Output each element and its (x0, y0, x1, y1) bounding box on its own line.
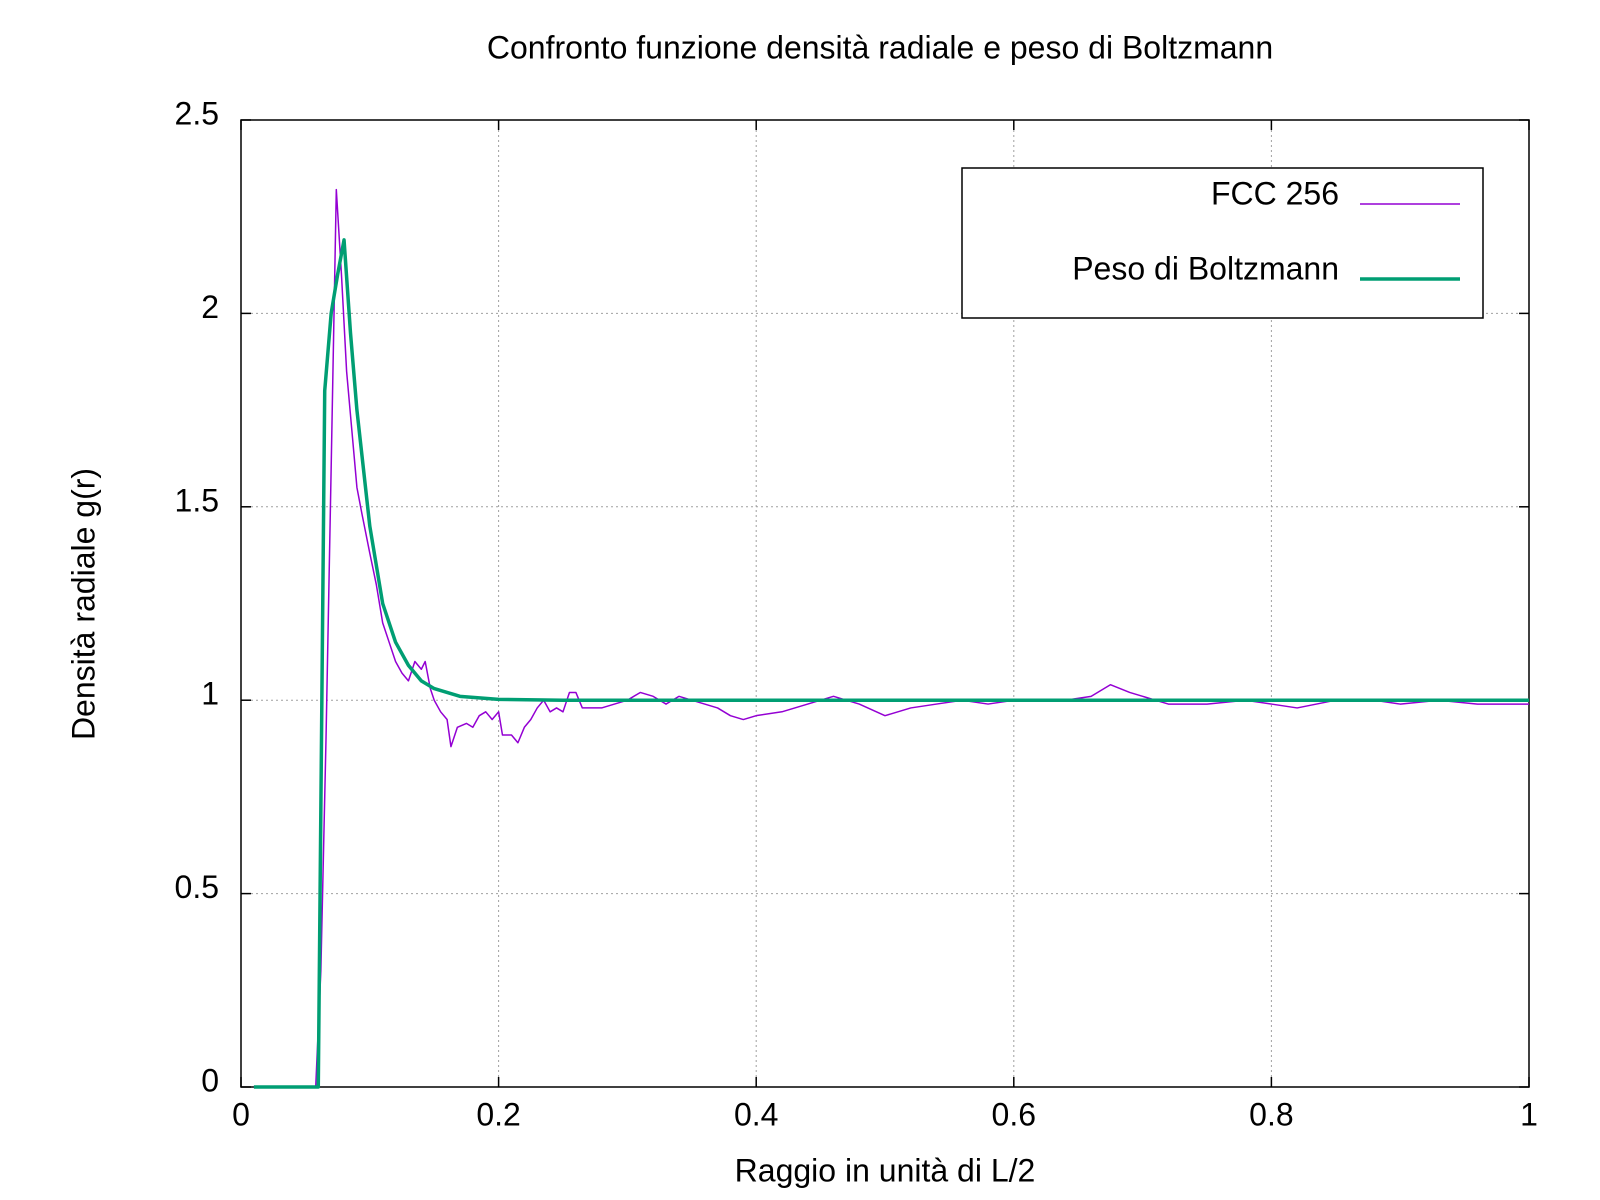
x-tick-label: 0.4 (734, 1096, 778, 1132)
y-tick-label: 0 (201, 1062, 219, 1098)
legend-label: Peso di Boltzmann (1072, 250, 1339, 286)
x-tick-label: 0.2 (476, 1096, 520, 1132)
legend-box (961, 167, 1484, 319)
data-line (253, 188, 1529, 1088)
y-tick-label: 2.5 (175, 95, 219, 131)
chart-title: Confronto funzione densità radiale e pes… (487, 29, 1273, 65)
x-axis-label: Raggio in unità di L/2 (735, 1152, 1036, 1188)
x-tick-label: 0.6 (992, 1096, 1036, 1132)
y-tick-label: 2 (201, 289, 219, 325)
legend-label: FCC 256 (1211, 175, 1339, 211)
y-axis-label: Densità radiale g(r) (65, 468, 101, 740)
plot-frame (240, 119, 1530, 1088)
x-tick-label: 0.8 (1249, 1096, 1293, 1132)
x-tick-label: 1 (1520, 1096, 1538, 1132)
y-tick-label: 1 (201, 676, 219, 712)
x-tick-label: 0 (232, 1096, 250, 1132)
y-tick-label: 1.5 (175, 482, 219, 518)
y-tick-label: 0.5 (175, 869, 219, 905)
data-line (253, 238, 1529, 1089)
